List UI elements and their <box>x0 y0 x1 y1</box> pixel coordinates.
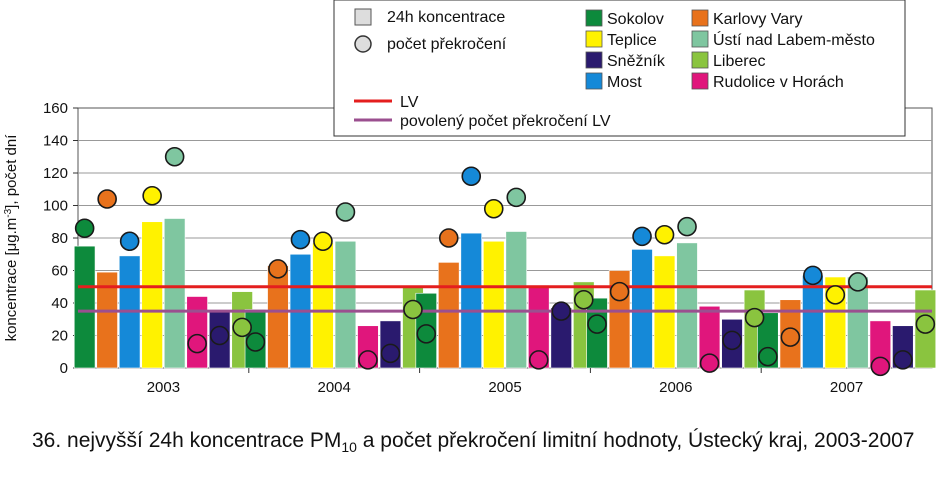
exceedance-marker <box>870 356 891 377</box>
exceedance-marker <box>335 202 356 222</box>
legend-series-swatch <box>691 30 709 48</box>
exceedance-marker <box>744 307 765 328</box>
bar <box>483 240 505 369</box>
exceedance-marker <box>825 285 846 305</box>
bar <box>631 249 653 369</box>
bar <box>460 232 482 369</box>
exceedance-marker <box>551 301 572 321</box>
exceedance-marker <box>893 350 913 370</box>
exceedance-marker <box>506 187 527 208</box>
exceedance-marker <box>290 229 311 250</box>
y-tick-label: 120 <box>43 165 68 182</box>
y-tick-label: 100 <box>43 198 68 215</box>
x-tick-label: 2006 <box>659 379 692 396</box>
exceedance-marker <box>483 198 504 219</box>
x-tick-label: 2007 <box>830 379 863 396</box>
bar <box>438 262 460 369</box>
exceedance-marker <box>632 226 652 247</box>
exceedance-marker <box>528 350 549 370</box>
legend-series-label: Ústí nad Labem-město <box>713 30 875 49</box>
bar <box>505 231 527 369</box>
chart-caption: 36. nejvyšší 24h koncentrace PM10 a poče… <box>32 428 932 460</box>
legend-series-swatch <box>585 9 603 27</box>
legend-series-label: Liberec <box>713 53 765 70</box>
legend-series-label: Karlovy Vary <box>713 11 803 28</box>
y-tick-label: 20 <box>51 328 68 345</box>
exceedance-marker <box>232 317 252 338</box>
x-tick-label: 2003 <box>147 379 180 396</box>
legend-series-label: Teplice <box>607 32 657 49</box>
exceedance-marker <box>403 299 423 320</box>
caption-text-rest: a počet překročení limitní hodnoty, Úste… <box>356 429 915 452</box>
legend-box <box>333 0 906 137</box>
exceedance-marker <box>268 259 288 279</box>
exceedance-marker <box>780 327 801 347</box>
legend-marker-swatch <box>354 35 372 53</box>
exceedance-marker <box>187 333 207 354</box>
bar <box>334 240 357 369</box>
legend-series-swatch <box>585 30 603 48</box>
y-tick-label: 40 <box>51 295 68 312</box>
bar <box>163 218 186 369</box>
legend-bar-swatch <box>354 8 372 26</box>
x-tick-label: 2005 <box>488 379 521 396</box>
exceedance-marker <box>803 265 823 286</box>
y-tick-label: 80 <box>51 230 68 247</box>
legend-series-label: Most <box>607 74 642 91</box>
exceedance-marker <box>758 346 778 367</box>
exceedance-marker <box>358 350 378 370</box>
exceedance-marker <box>119 231 140 252</box>
y-axis-label: koncentrace [μg.m-3], počet dní <box>3 134 20 342</box>
legend-series-swatch <box>585 51 603 69</box>
exceedance-marker <box>74 218 95 239</box>
x-tick-label: 2004 <box>318 379 351 396</box>
exceedance-marker <box>209 325 230 346</box>
legend-series-swatch <box>691 9 709 27</box>
exceedance-marker <box>848 272 868 292</box>
legend-series-swatch <box>691 51 709 69</box>
bar <box>267 265 289 369</box>
exceedance-marker <box>654 224 675 245</box>
legend-series-swatch <box>691 72 709 90</box>
y-tick-label: 0 <box>60 360 68 377</box>
exceedance-marker <box>915 314 936 334</box>
y-tick-label: 140 <box>43 133 68 150</box>
exceedance-marker <box>416 324 437 344</box>
legend-series-label: Rudolice v Horách <box>713 74 844 91</box>
legend-line-label: LV <box>400 94 419 111</box>
exceedance-marker <box>313 231 333 252</box>
legend-series-label: Sokolov <box>607 11 664 28</box>
legend-marker-label: počet překročení <box>387 36 507 53</box>
exceedance-marker <box>461 166 482 187</box>
caption-subscript: 10 <box>341 439 357 456</box>
bar <box>312 242 334 369</box>
legend-series-swatch <box>585 72 603 90</box>
caption-text: 36. nejvyšší 24h koncentrace PM <box>32 429 342 452</box>
exceedance-marker <box>97 189 117 209</box>
exceedance-marker <box>587 314 607 334</box>
bar <box>73 245 96 369</box>
exceedance-marker <box>380 343 401 364</box>
exceedance-marker <box>164 146 185 167</box>
y-tick-label: 60 <box>51 263 68 280</box>
legend-bar-label: 24h koncentrace <box>387 9 505 26</box>
bar <box>802 275 824 369</box>
legend-series-label: Sněžník <box>607 53 666 70</box>
exceedance-marker <box>677 216 697 237</box>
legend-line-label: povolený počet překročení LV <box>400 113 611 130</box>
bar <box>676 242 698 369</box>
bar <box>96 271 118 369</box>
exceedance-marker <box>438 228 459 248</box>
exceedance-marker <box>245 332 266 352</box>
exceedance-marker <box>699 353 720 373</box>
exceedance-marker <box>573 289 594 310</box>
exceedance-marker <box>609 281 630 302</box>
exceedance-marker <box>142 185 162 206</box>
exceedance-marker <box>722 330 742 351</box>
bar <box>186 296 208 369</box>
y-tick-label: 160 <box>43 100 68 117</box>
bar <box>141 221 163 369</box>
